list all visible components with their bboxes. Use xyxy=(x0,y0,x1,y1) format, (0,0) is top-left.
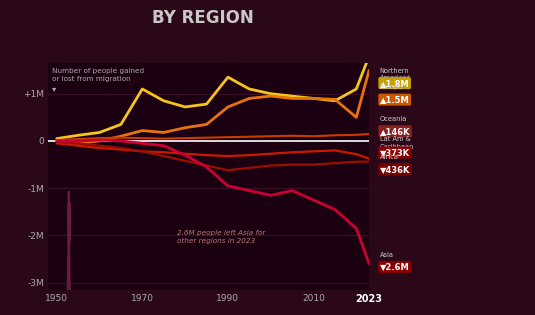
Text: ▼373K: ▼373K xyxy=(380,148,410,157)
Text: Europe: Europe xyxy=(380,84,403,90)
Polygon shape xyxy=(67,204,70,292)
Text: Number of people gained
or lost from migration: Number of people gained or lost from mig… xyxy=(52,68,144,82)
Circle shape xyxy=(68,191,70,204)
Text: Oceania: Oceania xyxy=(380,117,407,123)
Text: BY REGION: BY REGION xyxy=(152,9,254,27)
Text: ▾: ▾ xyxy=(52,84,57,93)
Text: ▼2.6M: ▼2.6M xyxy=(380,262,410,272)
Text: ▲1.8M: ▲1.8M xyxy=(380,79,409,88)
Text: ▲146K: ▲146K xyxy=(380,127,410,136)
Text: Northern
America*: Northern America* xyxy=(380,68,411,81)
Text: Lat Am &
Caribbean: Lat Am & Caribbean xyxy=(380,136,414,150)
Text: 2.6M people left Asia for
other regions in 2023: 2.6M people left Asia for other regions … xyxy=(177,230,265,244)
Text: Asia: Asia xyxy=(380,252,394,258)
Polygon shape xyxy=(69,203,71,245)
Text: ▲1.5M: ▲1.5M xyxy=(380,95,410,104)
Text: Africa: Africa xyxy=(380,154,399,160)
Text: ▼436K: ▼436K xyxy=(380,165,410,174)
